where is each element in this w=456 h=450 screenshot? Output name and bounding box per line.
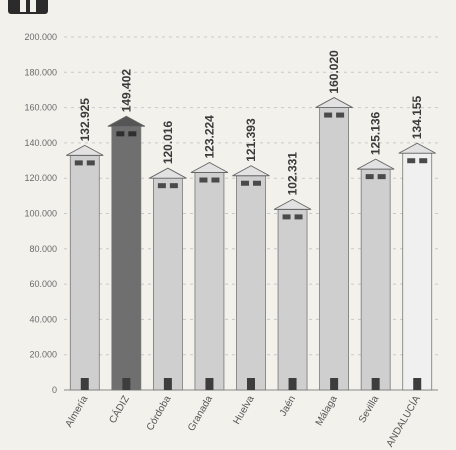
bar-window — [86, 160, 95, 166]
bar-body — [111, 125, 142, 391]
bar-window — [419, 158, 428, 164]
bar-door — [330, 378, 339, 390]
bar-window — [407, 158, 416, 164]
bar-window — [199, 177, 208, 183]
bar: 132.925 — [66, 98, 104, 391]
bar-roof — [66, 144, 104, 156]
bar-body — [152, 177, 183, 391]
bar-window — [377, 174, 386, 180]
bar-window — [211, 177, 220, 183]
bar-body — [277, 208, 308, 391]
y-tick-label: 80.000 — [29, 244, 57, 254]
bar-body — [236, 175, 266, 391]
bar-value-label: 120.016 — [161, 120, 175, 164]
y-tick-label: 120.000 — [24, 173, 57, 183]
bar-value-label: 102.331 — [286, 152, 300, 196]
bar-window — [282, 214, 291, 220]
bar-door — [122, 378, 131, 390]
bar-value-label: 134.155 — [410, 96, 424, 140]
bar: 125.136 — [356, 111, 395, 391]
y-tick-label: 200.000 — [24, 32, 57, 42]
bar: 149.402 — [107, 69, 146, 391]
bar-door — [205, 378, 214, 390]
bar: 120.016 — [149, 120, 187, 391]
bar-door — [80, 378, 89, 390]
bar-window — [169, 183, 178, 189]
y-axis: 0 20.000 40.000 60.000 80.000 100.000 120.000 1… — [24, 32, 57, 395]
bar: 134.155 — [398, 96, 436, 391]
x-tick-label: Huelva — [232, 394, 257, 427]
x-tick-label: Almería — [64, 394, 91, 430]
bars: 132.925 149.402 120.016 123.224 121.393 102.3… — [66, 50, 436, 391]
bar-window — [365, 174, 374, 180]
bar-value-label: 132.925 — [78, 98, 92, 142]
y-tick-label: 180.000 — [24, 67, 57, 77]
y-tick-label: 100.000 — [24, 209, 57, 219]
bar-body — [69, 154, 100, 391]
bar-body — [402, 152, 433, 391]
bar-value-label: 123.224 — [202, 115, 216, 159]
bar-door — [288, 378, 297, 390]
bar-window — [116, 131, 125, 137]
bar: 160.020 — [315, 50, 353, 391]
header-icon — [8, 0, 48, 14]
bar-window — [128, 131, 137, 137]
bar-roof — [356, 158, 395, 170]
bar-roof — [232, 165, 270, 177]
bar: 102.331 — [273, 152, 312, 391]
y-tick-label: 40.000 — [29, 314, 57, 324]
bar-window — [336, 112, 345, 118]
bar-door — [163, 378, 172, 390]
bar-value-label: 149.402 — [119, 69, 133, 113]
x-tick-label: Sevilla — [357, 394, 381, 425]
bar-roof — [398, 142, 436, 154]
bar-door — [247, 378, 255, 390]
y-tick-label: 160.000 — [24, 103, 57, 113]
y-tick-label: 140.000 — [24, 138, 57, 148]
bar-door — [413, 378, 422, 390]
x-tick-label: ANDALUCÍA — [383, 393, 423, 449]
bar-value-label: 121.393 — [244, 118, 258, 162]
x-tick-label: CÁDIZ — [106, 393, 132, 425]
bar-window — [74, 160, 83, 166]
x-tick-label: Jaén — [278, 394, 298, 418]
bar-roof — [190, 161, 229, 173]
bar-roof — [107, 115, 146, 127]
y-tick-label: 60.000 — [29, 279, 57, 289]
bar-value-label: 125.136 — [369, 111, 383, 155]
bar-window — [241, 180, 249, 186]
bar-roof — [273, 198, 312, 210]
bar-roof — [149, 167, 187, 179]
x-tick-label: Granada — [186, 394, 215, 434]
bar: 121.393 — [232, 118, 270, 391]
bar-window — [253, 180, 261, 186]
bar-body — [360, 168, 391, 391]
y-tick-label: 20.000 — [29, 350, 57, 360]
bar-window — [324, 112, 333, 118]
y-tick-label: 0 — [52, 385, 57, 395]
bar-roof — [315, 97, 353, 109]
bar-value-label: 160.020 — [327, 50, 341, 94]
x-tick-label: Córdoba — [145, 394, 174, 433]
bar-body — [194, 172, 225, 391]
bar-door — [371, 378, 380, 390]
x-tick-label: Málaga — [314, 394, 340, 428]
x-axis: Almería CÁDIZ Córdoba Granada Huelva Jaén Mála… — [64, 393, 423, 449]
bar-window — [157, 183, 166, 189]
bar: 123.224 — [190, 115, 229, 391]
bar-body — [319, 107, 350, 391]
bar-window — [294, 214, 303, 220]
